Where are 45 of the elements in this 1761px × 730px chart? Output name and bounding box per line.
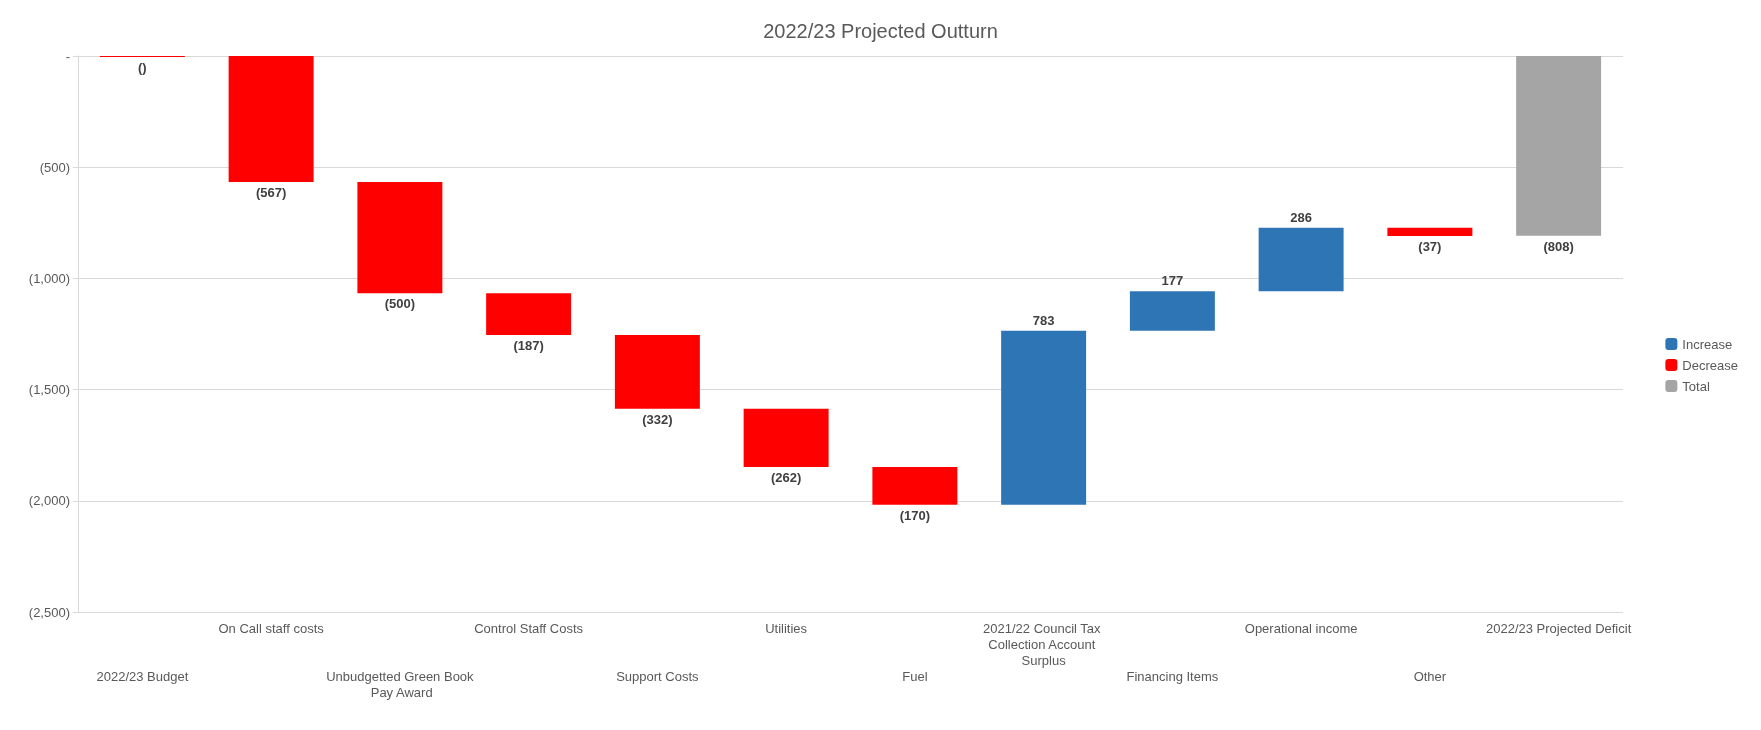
- x-tick-label: Operational income: [1244, 620, 1358, 636]
- bar: [872, 467, 958, 505]
- y-tick-label: (1,000): [28, 270, 70, 286]
- text: 783: [1032, 312, 1055, 328]
- x-tick-label: Fuel: [902, 668, 928, 684]
- bar: [228, 56, 314, 183]
- text: (500): [384, 296, 416, 312]
- text: (262): [770, 470, 802, 485]
- bar: [357, 182, 443, 294]
- x-tick-label: Unbudgetted Green Book Pay Award: [326, 668, 475, 700]
- y-tick-label: (1,500): [28, 382, 70, 398]
- y-tick-label: (500): [39, 159, 70, 175]
- x-tick-label: 2021/22 Council Tax Collection Account Surplus: [983, 620, 1105, 668]
- text: 177: [1161, 273, 1184, 289]
- x-tick-label: Control Staff Costs: [474, 620, 584, 636]
- bar: [1258, 227, 1344, 292]
- chart-title: 2022/23 Projected Outturn: [763, 20, 998, 42]
- text: (170): [899, 507, 931, 523]
- y-tick-label: (2,500): [28, 604, 70, 620]
- bar: [743, 408, 829, 467]
- legend-label: Decrease: [1682, 357, 1738, 373]
- bar: [1516, 56, 1602, 236]
- x-tick-label: 2022/23 Projected Deficit: [1485, 620, 1632, 636]
- bar: [1387, 227, 1473, 236]
- text: (187): [513, 337, 544, 353]
- x-tick-label: Financing Items: [1126, 668, 1219, 684]
- legend-label: Increase: [1682, 336, 1733, 352]
- text: (): [138, 60, 147, 75]
- bar: [614, 334, 700, 409]
- text: (567): [255, 185, 287, 201]
- x-tick-label: Other: [1413, 668, 1447, 684]
- x-tick-label: 2022/23 Budget: [96, 668, 189, 684]
- text: 286: [1290, 209, 1312, 225]
- bar: [486, 293, 572, 335]
- text: (37): [1418, 238, 1442, 254]
- bar: [1129, 291, 1215, 331]
- y-tick-label: (2,000): [28, 493, 70, 509]
- y-tick-label: -: [65, 48, 70, 64]
- x-tick-label: Utilities: [765, 620, 808, 636]
- legend-label: Total: [1682, 378, 1710, 394]
- text: (332): [642, 411, 673, 427]
- x-tick-label: On Call staff costs: [218, 620, 325, 636]
- x-tick-label: Support Costs: [616, 668, 700, 684]
- bar: [1001, 330, 1087, 505]
- text: (808): [1543, 238, 1574, 254]
